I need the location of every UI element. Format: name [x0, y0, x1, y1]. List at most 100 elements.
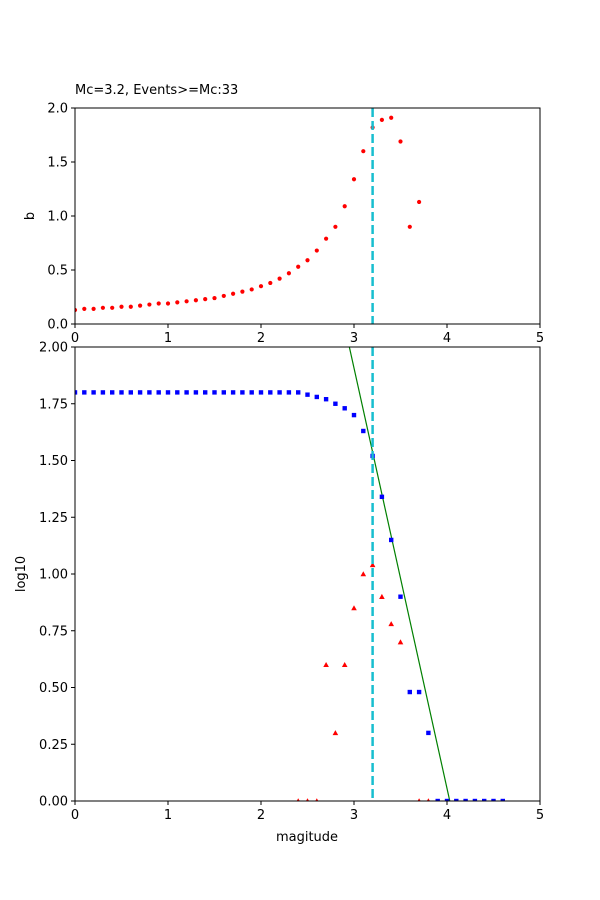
bottom-series-1-point [388, 621, 394, 627]
top-series-0-point [286, 271, 291, 276]
bottom-series-0-point [75, 390, 78, 395]
bottom-series-0-point [491, 798, 496, 801]
top-series-0-point [138, 303, 143, 308]
bottom-y-tick-label: 1.25 [39, 511, 68, 526]
top-series-0-point [305, 258, 310, 263]
bottom-y-tick-label: 0.50 [39, 681, 68, 696]
top-series-0-point [203, 297, 208, 302]
top-y-tick-label: 2.0 [47, 102, 68, 117]
bottom-series-1-point [379, 593, 385, 599]
bottom-series-0-point [110, 390, 115, 395]
top-series-0-point [314, 248, 319, 253]
bottom-series-1-point [417, 798, 421, 801]
bottom-x-tick-label: 2 [257, 808, 265, 823]
top-series-0-point [231, 291, 236, 296]
bottom-x-tick-label: 0 [71, 808, 79, 823]
bottom-y-tick-label: 1.50 [39, 454, 68, 469]
bottom-series-0-point [100, 390, 106, 395]
bottom-series-0-point [230, 390, 236, 395]
bottom-series-0-point [379, 494, 385, 500]
top-y-tick-label: 0.5 [47, 264, 68, 279]
bottom-y-tick-label: 1.75 [39, 397, 68, 412]
bottom-series-0-point [147, 390, 152, 395]
top-series-0-point [379, 117, 384, 122]
bottom-series-1-point [305, 798, 310, 801]
top-x-tick-label: 3 [350, 331, 358, 346]
top-series-0-point [75, 307, 78, 313]
bottom-series-1-point [397, 639, 404, 645]
top-series-0-point [184, 299, 189, 304]
bottom-series-0-point [286, 390, 292, 395]
top-x-tick-label: 0 [71, 331, 79, 346]
bottom-y-tick-label: 0.75 [39, 624, 68, 639]
bottom-series-0-point [221, 390, 226, 395]
top-x-tick-label: 5 [536, 331, 544, 346]
bottom-series-0-point [277, 390, 282, 395]
bottom-series-0-point [119, 390, 124, 395]
bottom-series-0-point [203, 390, 208, 395]
top-series-0-point [389, 115, 394, 120]
bottom-y-tick-label: 0.25 [39, 738, 68, 753]
top-y-axis-label: b [23, 212, 38, 220]
bottom-series-1-point [296, 798, 300, 801]
bottom-series-1-point [360, 571, 367, 577]
top-series-0-point [119, 304, 124, 309]
bottom-series-1-point [341, 662, 348, 668]
bottom-x-axis-label: magitude [276, 830, 338, 845]
bottom-series-0-point [156, 390, 161, 395]
bottom-series-0-point [82, 390, 87, 395]
bottom-series-0-point [305, 392, 310, 397]
bottom-series-0-point [426, 730, 431, 736]
top-chart-title: Mc=3.2, Events>=Mc:33 [75, 83, 238, 98]
top-series-0-point [147, 302, 152, 307]
bottom-series-0-point [240, 390, 245, 395]
bottom-series-0-point [193, 390, 199, 395]
bottom-series-0-point [249, 390, 254, 395]
bottom-series-0-point [435, 798, 440, 801]
top-y-tick-label: 1.5 [47, 156, 68, 171]
top-series-0-point [398, 139, 403, 144]
top-y-tick-label: 1.0 [47, 210, 68, 225]
bottom-series-0-point [323, 397, 329, 402]
bottom-x-tick-label: 5 [536, 808, 544, 823]
top-series-0-point [258, 284, 264, 289]
top-series-0-point [175, 300, 180, 305]
bottom-y-axis-label: log10 [14, 556, 29, 592]
bottom-series-0-point [454, 798, 459, 801]
log10-subplot: magitude log10 0 1 2 3 4 5 0.00 0.25 0.50 0.75 1.0… [14, 341, 544, 846]
top-series-0-point [407, 224, 412, 229]
top-series-0-point [212, 295, 217, 301]
top-series-0-point [128, 304, 133, 309]
bottom-series-0-point [389, 537, 394, 543]
bottom-series-1-point [351, 605, 357, 611]
bottom-y-tick-label: 1.00 [39, 568, 68, 583]
top-series-0-point [240, 289, 245, 294]
bottom-series-0-point [268, 390, 273, 395]
top-series-0-point [100, 305, 105, 310]
bottom-series-1-point [323, 662, 329, 668]
bottom-series-0-point [398, 594, 403, 599]
bottom-y-tick-label: 0.00 [39, 795, 68, 810]
bottom-series-1-point [315, 798, 319, 801]
top-series-0-point [249, 287, 254, 292]
top-x-tick-label: 2 [257, 331, 265, 346]
bottom-y-tick-label: 2.00 [39, 341, 68, 356]
bottom-series-0-point [472, 798, 478, 801]
bottom-series-0-point [407, 689, 412, 695]
top-series-0-point [82, 306, 87, 311]
top-series-0-point [156, 301, 161, 306]
top-series-0-point [110, 305, 115, 310]
top-series-0-point [277, 276, 282, 281]
top-series-0-point [324, 236, 329, 241]
bottom-series-0-point [184, 390, 189, 395]
bottom-series-0-point [500, 798, 505, 801]
top-series-0-point [193, 298, 198, 303]
top-series-0-point [342, 204, 347, 209]
top-series-0-point [296, 264, 301, 269]
top-x-tick-label: 1 [164, 331, 172, 346]
top-series-0-point [417, 199, 422, 205]
top-x-tick-label: 4 [443, 331, 451, 346]
bottom-series-0-point [463, 798, 468, 801]
bottom-plot-frame [74, 346, 541, 802]
